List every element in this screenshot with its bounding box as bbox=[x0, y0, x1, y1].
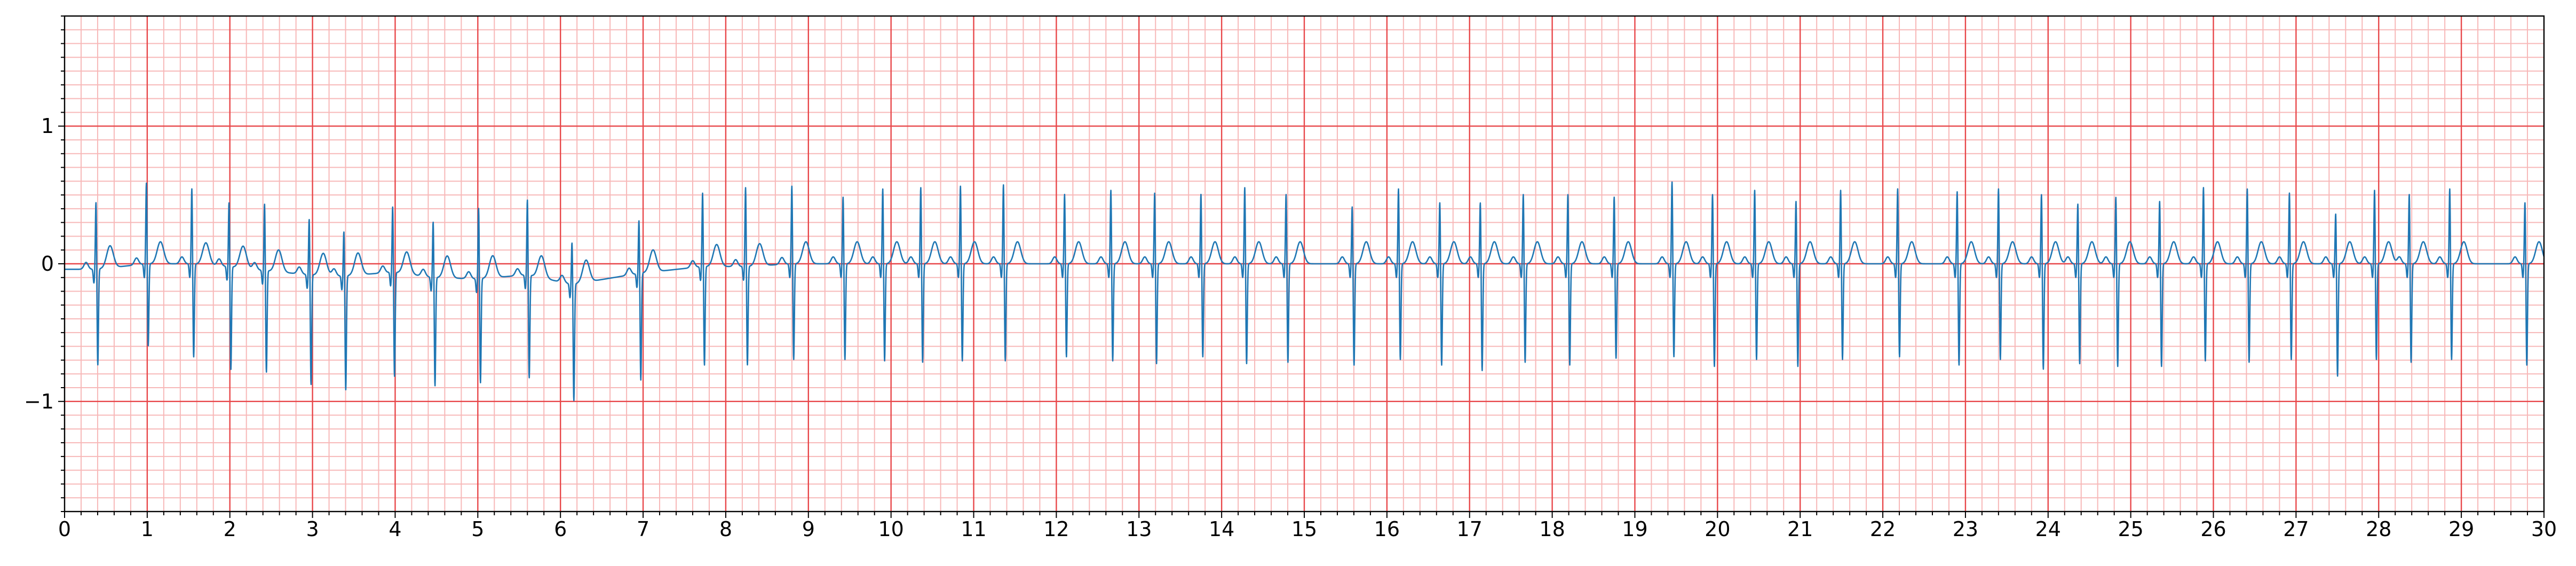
ecg-trace-group bbox=[64, 181, 2545, 402]
x-tick-label: 27 bbox=[2283, 517, 2309, 541]
x-tick-label: 6 bbox=[554, 517, 567, 541]
y-tick-label: 1 bbox=[41, 114, 54, 138]
x-axis: 0 1 2 3 4 5 6 7 8 9 10 11 12 13 14 15 16 17 18 19 20 21 22 23 24… bbox=[58, 512, 2557, 541]
x-tick-label: 16 bbox=[1374, 517, 1400, 541]
x-tick-label: 29 bbox=[2448, 517, 2474, 541]
major-grid bbox=[65, 16, 2544, 512]
x-tick-label: 10 bbox=[878, 517, 903, 541]
x-tick-label: 14 bbox=[1209, 517, 1234, 541]
x-tick-label: 17 bbox=[1457, 517, 1483, 541]
x-tick-label: 25 bbox=[2118, 517, 2143, 541]
x-tick-label: 7 bbox=[637, 517, 649, 541]
x-tick-label: 3 bbox=[306, 517, 319, 541]
ecg-series-line bbox=[64, 181, 2545, 402]
x-tick-label: 2 bbox=[224, 517, 236, 541]
x-tick-label: 23 bbox=[1953, 517, 1978, 541]
y-tick-label: −1 bbox=[24, 390, 54, 413]
x-tick-label: 5 bbox=[471, 517, 484, 541]
x-tick-label: 0 bbox=[58, 517, 71, 541]
y-axis: −1 0 1 bbox=[24, 15, 65, 512]
x-tick-label: 15 bbox=[1291, 517, 1317, 541]
x-tick-label: 1 bbox=[141, 517, 154, 541]
x-tick-label: 13 bbox=[1126, 517, 1152, 541]
x-tick-label: 18 bbox=[1539, 517, 1565, 541]
x-tick-label: 20 bbox=[1705, 517, 1730, 541]
x-tick-label: 19 bbox=[1622, 517, 1647, 541]
x-tick-label: 4 bbox=[389, 517, 401, 541]
x-tick-label: 11 bbox=[961, 517, 986, 541]
x-tick-label: 28 bbox=[2366, 517, 2391, 541]
y-tick-label: 0 bbox=[41, 252, 54, 276]
x-tick-label: 24 bbox=[2035, 517, 2061, 541]
x-tick-label: 26 bbox=[2200, 517, 2226, 541]
x-tick-label: 9 bbox=[802, 517, 815, 541]
x-tick-label: 22 bbox=[1870, 517, 1896, 541]
x-tick-label: 8 bbox=[719, 517, 732, 541]
x-tick-label: 12 bbox=[1043, 517, 1069, 541]
x-tick-label: 30 bbox=[2531, 517, 2557, 541]
x-tick-label: 21 bbox=[1787, 517, 1813, 541]
